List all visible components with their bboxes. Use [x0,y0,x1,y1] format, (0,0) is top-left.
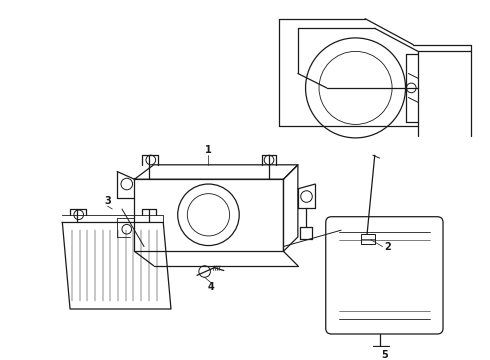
Bar [361,234,375,244]
Text: 5: 5 [381,350,388,360]
Text: 3: 3 [104,196,111,206]
Text: 2: 2 [384,242,391,252]
Text: 1: 1 [205,145,212,156]
Text: 4: 4 [208,282,215,292]
